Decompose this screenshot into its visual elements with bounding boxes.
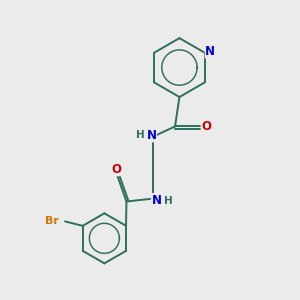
Text: O: O [111,163,121,176]
Text: H: H [164,196,172,206]
Text: N: N [205,45,215,58]
Text: H: H [136,130,145,140]
Text: N: N [152,194,161,207]
Text: O: O [202,120,212,133]
Text: Br: Br [45,215,59,226]
Text: N: N [146,129,157,142]
